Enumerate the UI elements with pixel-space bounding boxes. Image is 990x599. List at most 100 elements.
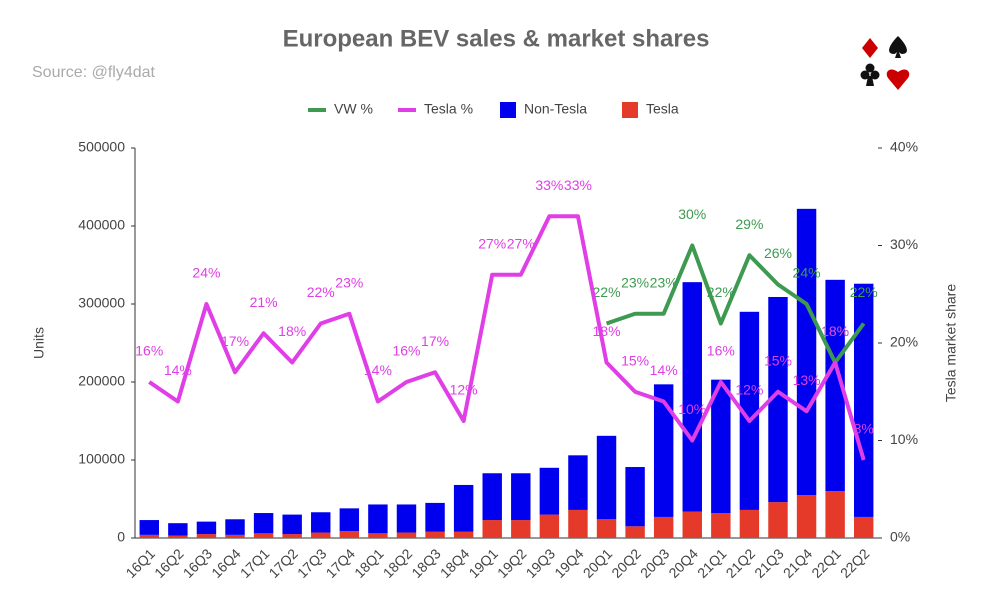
bar <box>511 520 531 538</box>
data-label: 33% <box>535 177 563 193</box>
bar <box>282 534 302 538</box>
legend-label: Tesla % <box>424 101 473 117</box>
bar <box>596 435 617 520</box>
y2-tick-label: 40% <box>890 139 918 155</box>
data-label: 22% <box>593 284 621 300</box>
bar <box>853 516 874 538</box>
bar <box>825 279 845 492</box>
bar <box>796 208 817 496</box>
y-tick-label: 300000 <box>78 295 125 311</box>
bar <box>568 509 588 538</box>
y2-tick-label: 10% <box>890 431 918 447</box>
y2-tick-label: 0% <box>890 529 910 545</box>
data-label: 27% <box>478 235 506 251</box>
legend-swatch <box>500 102 516 118</box>
bar <box>711 379 731 514</box>
data-label: 23% <box>650 274 678 290</box>
bar <box>168 535 188 538</box>
bar <box>396 532 417 538</box>
bar <box>482 520 502 538</box>
bar <box>768 502 788 538</box>
bar <box>653 516 674 538</box>
data-label: 15% <box>621 352 649 368</box>
bar <box>368 504 388 534</box>
bar <box>453 484 474 532</box>
bar <box>311 512 331 533</box>
bar <box>739 509 760 538</box>
bar <box>225 534 245 538</box>
legend-swatch <box>622 102 638 118</box>
line <box>605 243 866 365</box>
data-label: 21% <box>250 294 278 310</box>
bar <box>739 311 760 510</box>
legend-label: Tesla <box>646 101 679 117</box>
data-label: 14% <box>364 362 392 378</box>
bar <box>711 513 731 538</box>
data-label: 17% <box>221 333 249 349</box>
data-label: 18% <box>593 323 621 339</box>
y-tick-label: 200000 <box>78 373 125 389</box>
bar <box>168 523 188 536</box>
data-label: 26% <box>764 245 792 261</box>
data-label: 16% <box>392 343 420 359</box>
bar <box>625 467 645 527</box>
y-tick-label: 0 <box>117 529 125 545</box>
legend-label: Non-Tesla <box>524 101 587 117</box>
bar <box>339 530 360 538</box>
data-label: 17% <box>421 333 449 349</box>
data-label: 24% <box>793 265 821 281</box>
data-label: 14% <box>650 362 678 378</box>
bar <box>139 520 160 535</box>
bar <box>796 495 817 538</box>
data-label: 18% <box>821 323 849 339</box>
bar <box>253 513 274 534</box>
y-tick-label: 100000 <box>78 451 125 467</box>
data-label: 22% <box>850 284 878 300</box>
line <box>148 214 866 461</box>
y2-tick-label: 30% <box>890 236 918 252</box>
bar <box>539 514 560 538</box>
y2-tick-label: 20% <box>890 334 918 350</box>
bar <box>682 282 702 512</box>
data-label: 24% <box>192 265 220 281</box>
data-label: 8% <box>854 421 874 437</box>
bar <box>853 283 874 517</box>
y2-axis-label: Tesla market share <box>943 284 959 402</box>
bar <box>682 511 702 538</box>
chart-subtitle: Source: @fly4dat <box>32 64 156 81</box>
bar <box>311 532 331 538</box>
data-label: 18% <box>821 323 849 339</box>
bar <box>282 514 302 535</box>
data-label: 23% <box>335 274 363 290</box>
data-label: 23% <box>621 274 649 290</box>
data-label: 12% <box>735 382 763 398</box>
data-label: 10% <box>678 401 706 417</box>
data-label: 18% <box>278 323 306 339</box>
bar <box>139 534 160 538</box>
legend-label: VW % <box>334 101 373 117</box>
bar <box>511 473 531 521</box>
chart-title: European BEV sales & market shares <box>283 25 710 52</box>
bar <box>768 296 788 503</box>
data-label: 16% <box>707 343 735 359</box>
bar <box>196 534 217 538</box>
bar <box>368 533 388 538</box>
bar <box>453 531 474 538</box>
data-label: 22% <box>707 284 735 300</box>
data-label: 15% <box>764 352 792 368</box>
bar <box>653 384 674 517</box>
bar <box>196 521 217 535</box>
y-tick-label: 400000 <box>78 217 125 233</box>
data-label: 14% <box>164 362 192 378</box>
data-label: 33% <box>564 177 592 193</box>
y-axis-label: Units <box>31 327 47 359</box>
data-label: 27% <box>507 235 535 251</box>
bar <box>625 526 645 538</box>
bar <box>253 533 274 538</box>
bar <box>596 519 617 538</box>
data-label: 22% <box>307 284 335 300</box>
bar <box>568 455 588 510</box>
data-label: 30% <box>678 206 706 222</box>
bar <box>225 519 245 535</box>
